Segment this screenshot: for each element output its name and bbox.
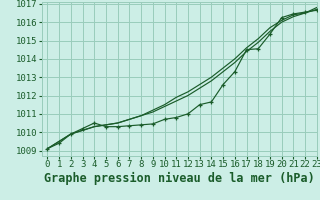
- X-axis label: Graphe pression niveau de la mer (hPa): Graphe pression niveau de la mer (hPa): [44, 172, 315, 185]
